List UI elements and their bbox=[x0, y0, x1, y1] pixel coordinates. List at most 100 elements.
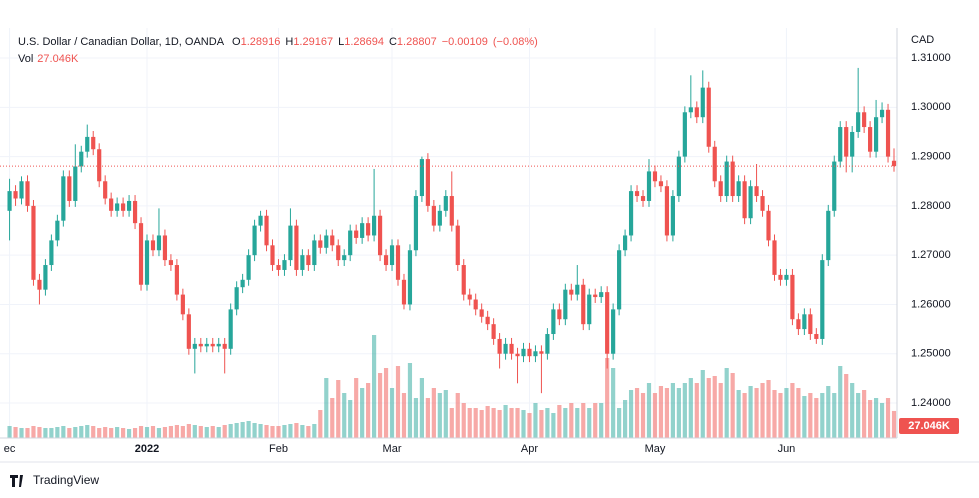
volume-bar bbox=[13, 427, 18, 438]
y-tick-label: 1.30000 bbox=[911, 101, 951, 113]
x-tick-label: May bbox=[645, 443, 666, 455]
volume-bar bbox=[431, 388, 436, 438]
volume-bar bbox=[700, 370, 705, 438]
candle-body bbox=[186, 314, 191, 349]
candle-body bbox=[509, 343, 514, 354]
candle-body bbox=[234, 287, 239, 310]
volume-bar bbox=[658, 386, 664, 438]
volume-bar bbox=[103, 427, 108, 438]
volume-bar bbox=[724, 368, 729, 438]
volume-bar bbox=[132, 428, 138, 438]
candle-body bbox=[366, 223, 371, 236]
volume-bar bbox=[240, 422, 245, 438]
volume-bar bbox=[838, 366, 843, 438]
volume-bar bbox=[736, 390, 741, 438]
candle-body bbox=[581, 284, 586, 325]
logo: TradingView bbox=[10, 473, 99, 487]
volume-bar bbox=[551, 413, 556, 438]
candle-body bbox=[557, 309, 562, 320]
volume-bar bbox=[622, 400, 628, 438]
candle-body bbox=[802, 314, 807, 330]
candle-body bbox=[778, 274, 783, 280]
volume-bar bbox=[126, 429, 132, 438]
volume-bar bbox=[288, 424, 293, 438]
candle-body bbox=[539, 351, 544, 354]
volume-bar bbox=[509, 408, 514, 438]
candle-body bbox=[599, 292, 604, 298]
candle-body bbox=[527, 348, 532, 357]
volume-bar bbox=[324, 378, 329, 438]
volume-bar bbox=[808, 393, 813, 438]
candle-body bbox=[622, 235, 628, 251]
y-tick-label: 1.28000 bbox=[911, 200, 951, 212]
volume-bar bbox=[873, 398, 879, 438]
candle-body bbox=[360, 223, 365, 238]
volume-bar bbox=[826, 386, 831, 438]
x-tick-label: Mar bbox=[383, 443, 402, 455]
volume-bar bbox=[49, 428, 54, 438]
grid bbox=[0, 28, 897, 438]
volume-bar bbox=[156, 428, 162, 438]
candle-body bbox=[425, 159, 430, 206]
candle-body bbox=[485, 316, 490, 325]
candle-body bbox=[712, 146, 717, 182]
candle-body bbox=[198, 343, 203, 347]
candle-body bbox=[814, 334, 819, 339]
volume-bar bbox=[533, 403, 538, 438]
volume-bar bbox=[640, 393, 646, 438]
volume-bar bbox=[856, 393, 861, 438]
volume-bar bbox=[55, 427, 60, 438]
candle-body bbox=[97, 149, 102, 182]
candle-body bbox=[276, 265, 281, 270]
candle-body bbox=[348, 230, 353, 256]
candle-body bbox=[640, 196, 646, 201]
volume-bar bbox=[569, 403, 574, 438]
volume-bar bbox=[617, 408, 622, 438]
candle-body bbox=[192, 343, 197, 349]
volume-bar bbox=[844, 374, 849, 438]
candle-body bbox=[748, 186, 753, 219]
candle-body bbox=[389, 245, 395, 266]
candle-body bbox=[688, 107, 693, 113]
candle-body bbox=[138, 223, 144, 285]
candle-body bbox=[706, 87, 711, 147]
y-tick-label: 1.24000 bbox=[911, 397, 951, 409]
candle-body bbox=[91, 136, 96, 150]
candle-body bbox=[885, 109, 891, 157]
volume-bar bbox=[754, 388, 759, 438]
candle-body bbox=[132, 200, 138, 224]
volume-tag bbox=[899, 418, 959, 434]
candle-body bbox=[49, 240, 54, 266]
volume-bar bbox=[467, 408, 472, 438]
volume-bar bbox=[539, 410, 544, 438]
candle-body bbox=[503, 343, 508, 354]
volume-bar bbox=[527, 413, 532, 438]
volume-bar bbox=[437, 393, 442, 438]
candle-body bbox=[37, 279, 42, 290]
volume-bar bbox=[258, 424, 263, 438]
legend-value: 1.29167 bbox=[293, 36, 333, 48]
volume-bar bbox=[778, 393, 783, 438]
volume-bar bbox=[832, 393, 837, 438]
volume-bar bbox=[43, 428, 48, 438]
volume-bar bbox=[790, 383, 795, 438]
candle-body bbox=[796, 319, 801, 330]
volume-bar bbox=[802, 396, 807, 438]
candle-body bbox=[294, 225, 299, 270]
candle-body bbox=[109, 198, 114, 211]
candle-body bbox=[115, 203, 120, 211]
volume-bar bbox=[192, 425, 197, 438]
volume-bar bbox=[599, 403, 604, 438]
candle-body bbox=[174, 265, 179, 295]
candle-body bbox=[563, 289, 568, 320]
volume-bar bbox=[264, 425, 269, 438]
volume-bar bbox=[198, 426, 203, 438]
volume-bar bbox=[425, 398, 430, 438]
volume-bar bbox=[318, 410, 323, 438]
volume-bar bbox=[407, 363, 413, 438]
volume-bar bbox=[222, 425, 227, 438]
legend-value: 1.28807 bbox=[397, 36, 437, 48]
candle-body bbox=[25, 181, 30, 206]
volume-bar bbox=[694, 383, 699, 438]
candle-body bbox=[545, 334, 550, 354]
